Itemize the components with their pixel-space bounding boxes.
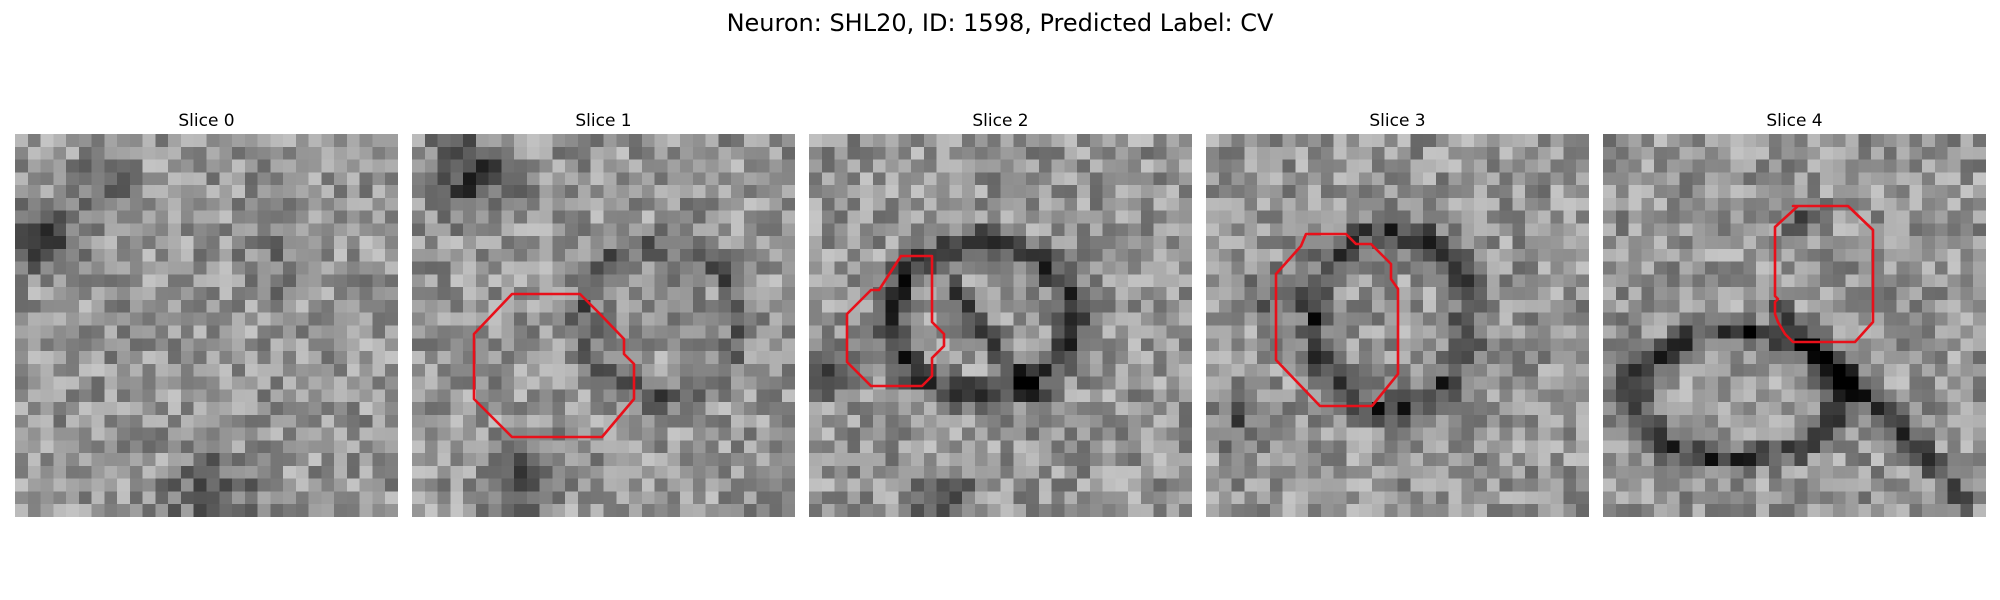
- slice-title-3: Slice 3: [1369, 111, 1426, 131]
- slice-image-1: [412, 134, 795, 517]
- grayscale-image-4: [1603, 134, 1986, 517]
- grayscale-image-1: [412, 134, 795, 517]
- roi-outline-4: [1773, 204, 1875, 344]
- slice-image-0: [15, 134, 398, 517]
- slice-panel-2: Slice 2: [809, 108, 1192, 517]
- grayscale-image-0: [15, 134, 398, 517]
- slice-image-3: [1206, 134, 1589, 517]
- roi-outline-2: [845, 254, 946, 388]
- roi-contour-1: [472, 292, 636, 439]
- slice-title-0: Slice 0: [178, 111, 235, 131]
- roi-contour-3: [1274, 232, 1400, 408]
- figure-title: Neuron: SHL20, ID: 1598, Predicted Label…: [726, 9, 1274, 37]
- slice-panel-1: Slice 1: [412, 108, 795, 517]
- slice-image-2: [809, 134, 1192, 517]
- roi-contour-4: [1773, 204, 1875, 344]
- slice-title-1: Slice 1: [575, 111, 632, 131]
- grayscale-image-2: [809, 134, 1192, 517]
- roi-outline-1: [472, 292, 636, 439]
- slice-title-2: Slice 2: [972, 111, 1029, 131]
- roi-contour-2: [845, 254, 946, 388]
- slice-panel-0: Slice 0: [15, 108, 398, 517]
- slice-panel-4: Slice 4: [1603, 108, 1986, 517]
- roi-outline-3: [1274, 232, 1400, 408]
- slice-title-4: Slice 4: [1766, 111, 1823, 131]
- slice-panel-3: Slice 3: [1206, 108, 1589, 517]
- slice-image-4: [1603, 134, 1986, 517]
